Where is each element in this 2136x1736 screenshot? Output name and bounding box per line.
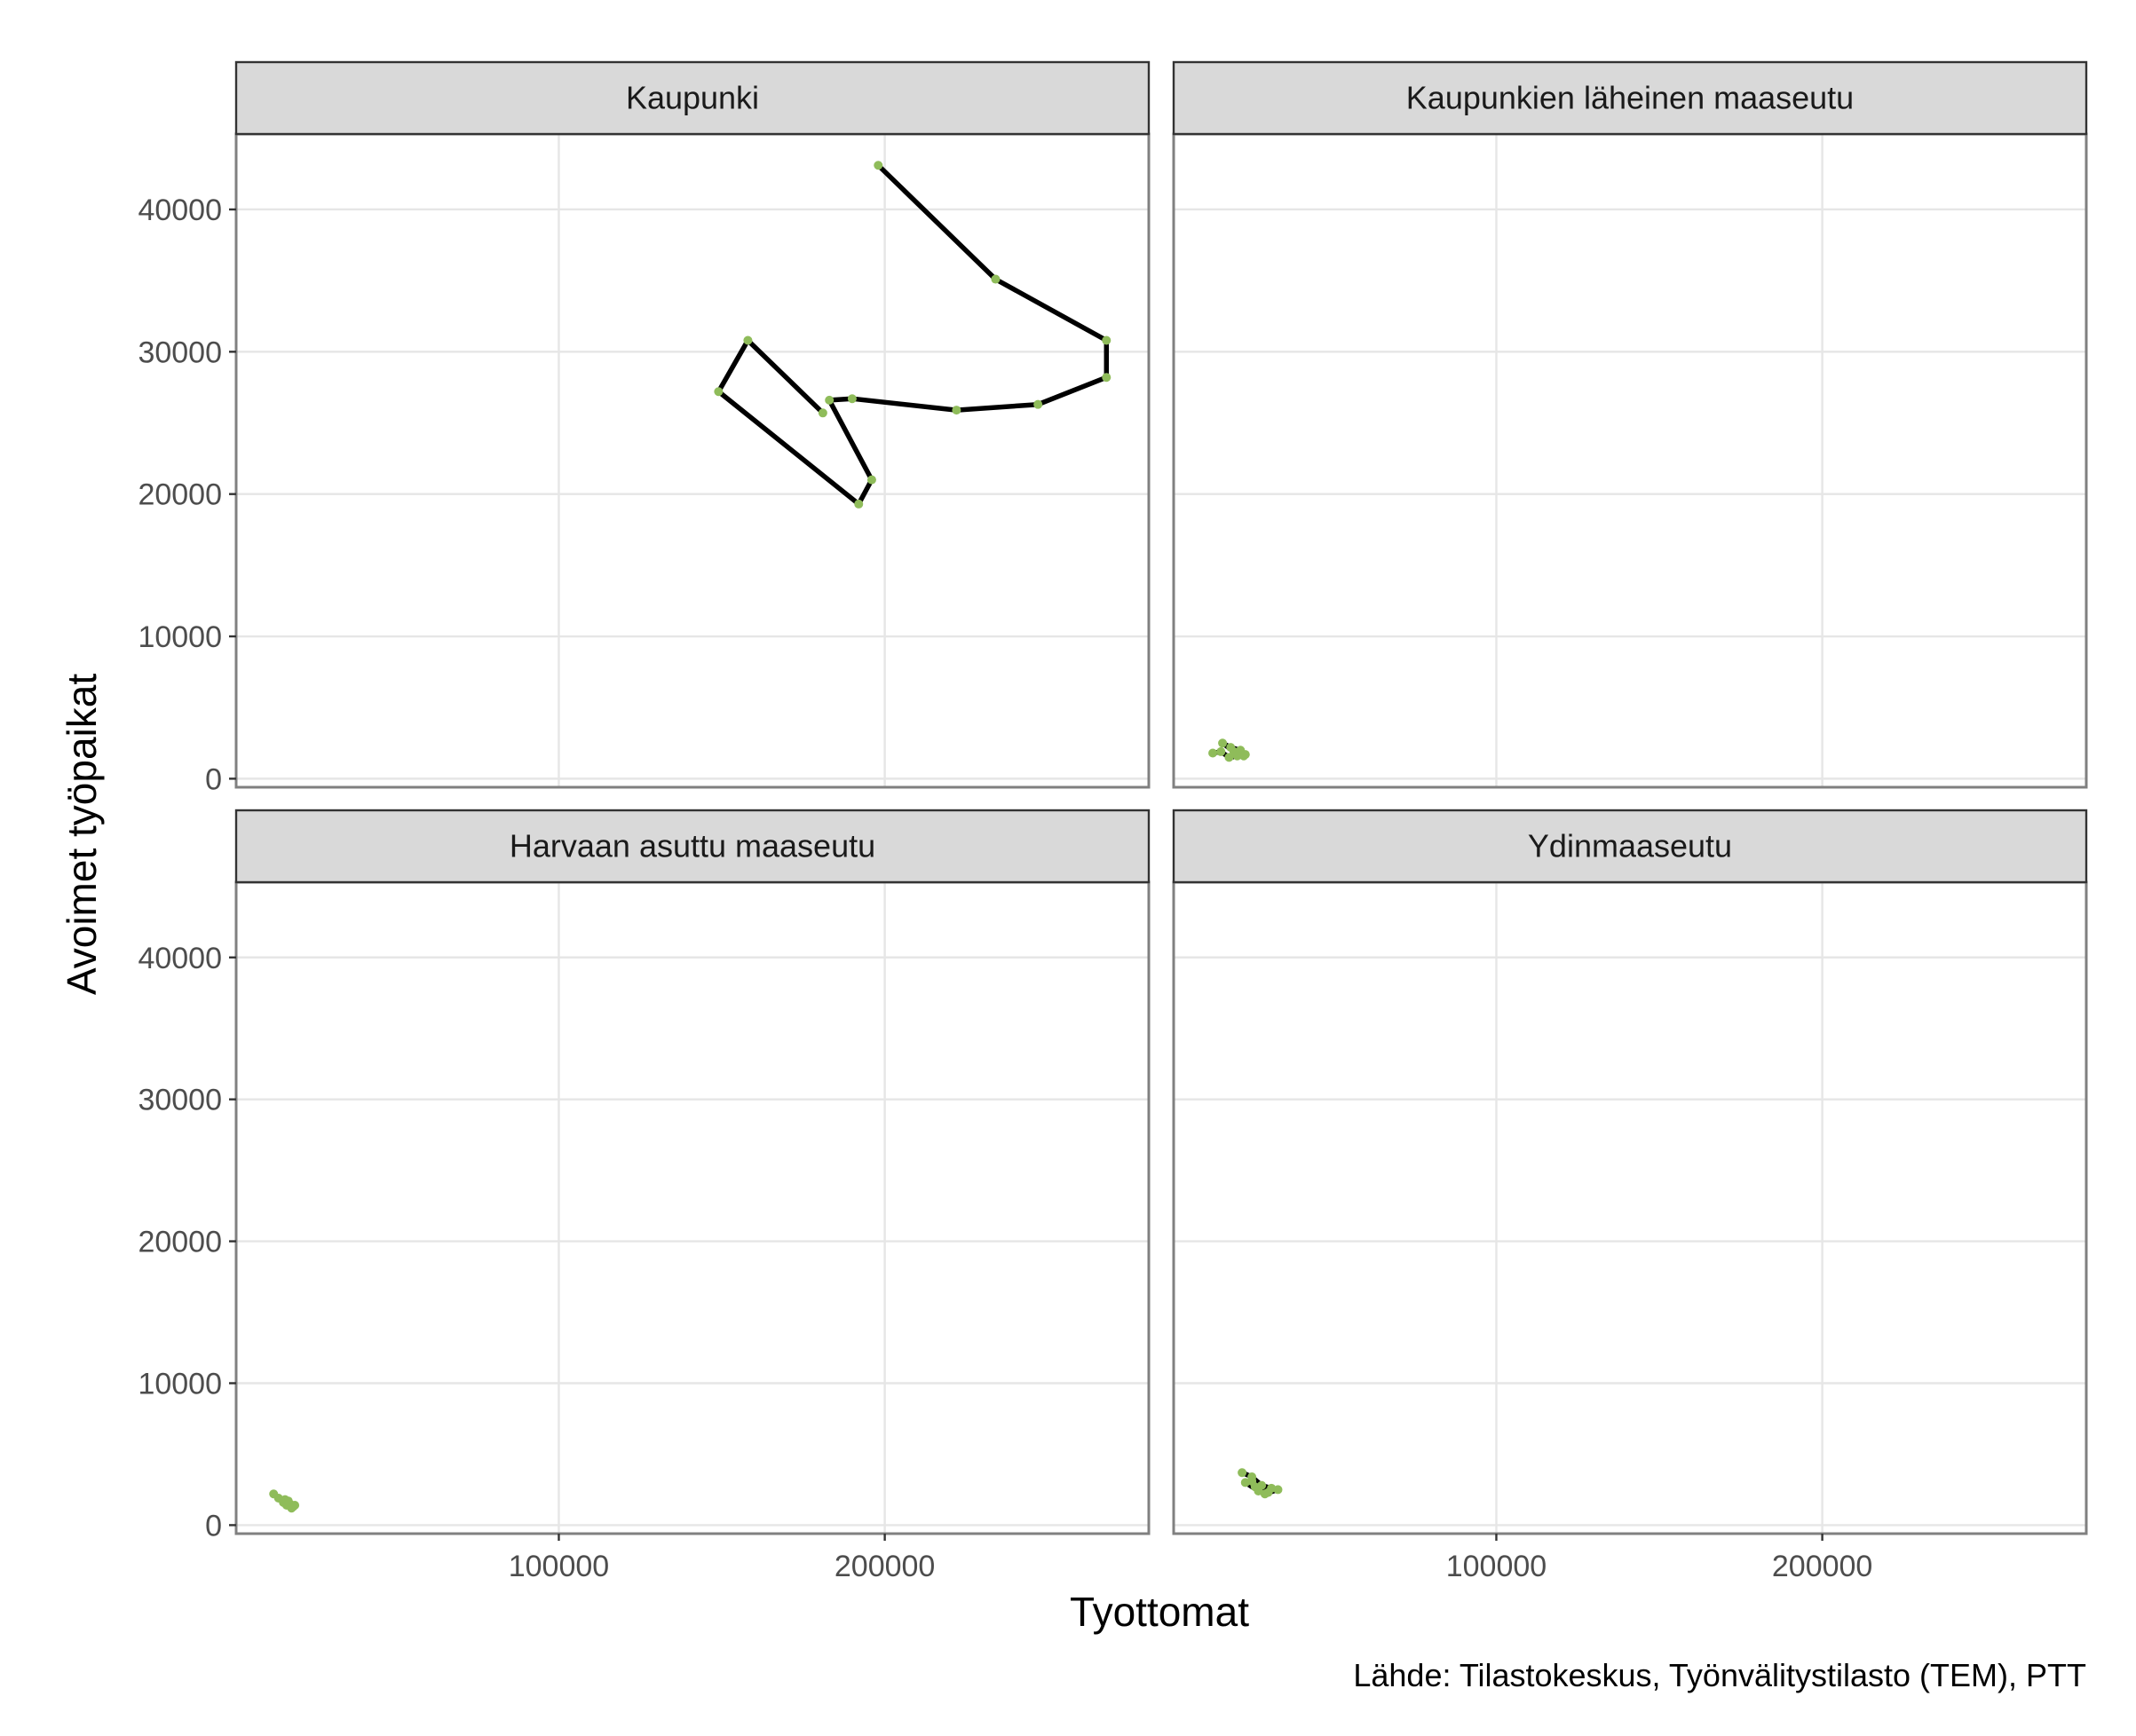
data-point	[1102, 335, 1112, 345]
data-point	[1273, 1485, 1283, 1495]
facet-strip	[1172, 60, 2088, 136]
facet-label: Kaupunki	[626, 80, 759, 116]
data-point	[1240, 750, 1250, 760]
x-tick-label: 200000	[1772, 1550, 1872, 1583]
facet-panel: Ydinmaaseutu	[1172, 809, 2088, 1535]
facet-panel: Kaupunki	[234, 60, 1151, 789]
data-point	[952, 406, 961, 415]
y-tick-label: 0	[205, 762, 222, 796]
y-tick-label: 10000	[138, 620, 222, 654]
data-point	[1102, 373, 1112, 383]
y-tick-label: 0	[205, 1509, 222, 1543]
data-point	[874, 161, 883, 170]
facet-strip	[1172, 809, 2088, 884]
y-tick-label: 20000	[138, 1226, 222, 1259]
y-tick-label: 40000	[138, 942, 222, 975]
data-point	[1208, 748, 1218, 758]
data-point	[1216, 746, 1226, 756]
y-axis-title: Avoimet työpaikat	[59, 674, 105, 995]
data-point	[847, 394, 857, 404]
data-point	[1247, 1476, 1257, 1486]
data-point	[1263, 1487, 1273, 1497]
facet-strip	[234, 60, 1151, 136]
data-point	[1238, 1468, 1247, 1478]
x-axis-title: Tyottomat	[1070, 1589, 1249, 1635]
panel-background	[236, 882, 1149, 1534]
data-point	[1218, 738, 1228, 748]
y-tick-label: 30000	[138, 1084, 222, 1117]
x-tick-label: 100000	[509, 1550, 609, 1583]
facet-panel: Kaupunkien läheinen maaseutu	[1172, 60, 2088, 789]
panel-background	[1174, 134, 2086, 787]
data-point	[1226, 743, 1236, 753]
data-point	[825, 395, 835, 405]
facet-strip	[234, 809, 1151, 884]
x-tick-label: 200000	[835, 1550, 935, 1583]
y-tick-label: 10000	[138, 1367, 222, 1401]
data-point	[743, 335, 753, 345]
data-point	[287, 1503, 297, 1513]
facet-label: Harvaan asuttu maaseutu	[510, 828, 875, 864]
data-point	[1033, 399, 1043, 409]
data-point	[991, 274, 1001, 284]
data-point	[283, 1496, 293, 1506]
panel-background	[1174, 882, 2086, 1534]
y-tick-label: 20000	[138, 478, 222, 512]
axes: 0 10000 20000 30000 40000 0 10000 20000 30000 400…	[138, 193, 1872, 1583]
y-tick-label: 40000	[138, 193, 222, 227]
facet-label: Ydinmaaseutu	[1528, 828, 1732, 864]
facet-panel: Harvaan asuttu maaseutu	[234, 809, 1151, 1535]
data-point	[854, 499, 864, 509]
panels: Kaupunki Kaupunkien läheinen maaseutu Harv…	[234, 60, 2088, 1535]
x-tick-label: 100000	[1446, 1550, 1547, 1583]
data-point	[714, 387, 724, 397]
y-tick-label: 30000	[138, 335, 222, 369]
panel-background	[236, 134, 1149, 787]
data-point	[1232, 751, 1242, 761]
data-point	[1254, 1487, 1263, 1496]
facet-label: Kaupunkien läheinen maaseutu	[1406, 80, 1854, 116]
data-point	[866, 475, 876, 485]
source-caption: Lähde: Tilastokeskus, Työnvälitystilasto…	[1353, 1657, 2086, 1693]
data-point	[818, 408, 827, 418]
